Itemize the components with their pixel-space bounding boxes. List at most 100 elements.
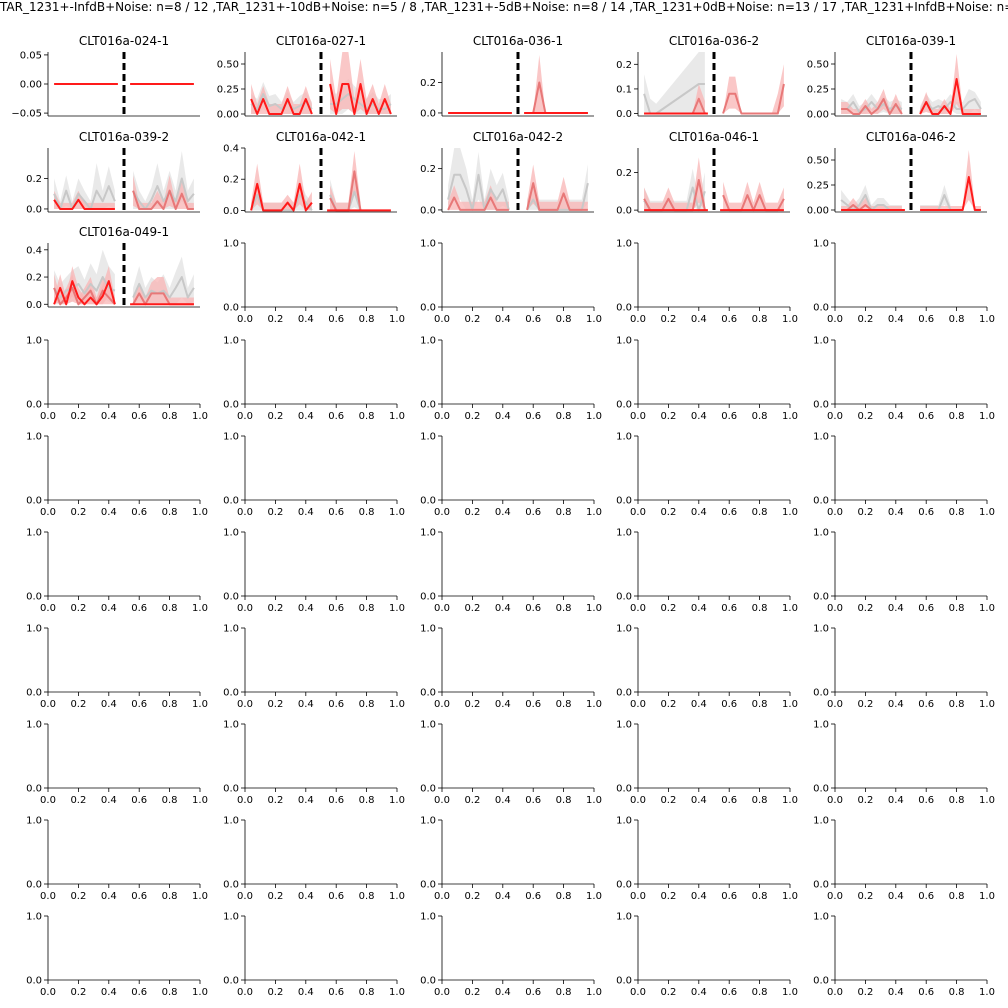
x-tick-label: 0.0 xyxy=(434,507,450,518)
x-tick-label: 0.8 xyxy=(359,891,375,902)
subplot-empty: 1.0 0.00.0 0.2 0.4 0.6 0.8 1.0 xyxy=(223,528,405,615)
x-tick-label: 0.4 xyxy=(298,411,314,422)
x-tick-label: 0.4 xyxy=(888,795,904,806)
x-tick-label: 0.2 xyxy=(857,507,873,518)
series-line xyxy=(250,93,313,110)
subplot-title: CLT016a-024-1 xyxy=(79,34,169,48)
y-tick-label: 1.0 xyxy=(813,528,829,539)
y-tick-label: 1.0 xyxy=(420,720,436,731)
x-tick-label: 0.6 xyxy=(328,507,344,518)
subplot-empty: 1.0 0.00.0 0.2 0.4 0.6 0.8 1.0 xyxy=(420,816,602,903)
y-tick-label: 1.0 xyxy=(813,624,829,635)
x-tick-label: 0.2 xyxy=(660,314,676,325)
x-tick-label: 0.6 xyxy=(328,891,344,902)
x-tick-label: 0.6 xyxy=(328,411,344,422)
x-tick-label: 0.8 xyxy=(752,891,768,902)
x-tick-label: 0.8 xyxy=(949,891,965,902)
x-tick-label: 0.4 xyxy=(495,795,511,806)
subplot-empty: 1.0 0.00.0 0.2 0.4 0.6 0.8 1.0 xyxy=(26,912,208,999)
y-tick-label: 0.0 xyxy=(616,109,632,120)
subplot-empty: 1.0 0.00.0 0.2 0.4 0.6 0.8 1.0 xyxy=(616,816,798,903)
x-tick-label: 0.6 xyxy=(918,891,934,902)
x-tick-label: 0.6 xyxy=(721,795,737,806)
x-tick-label: 0.6 xyxy=(328,795,344,806)
x-tick-label: 0.0 xyxy=(630,987,646,998)
x-tick-label: 1.0 xyxy=(389,603,405,614)
series-line xyxy=(250,98,313,115)
x-tick-label: 0.0 xyxy=(827,699,843,710)
subplot-CLT016a-046-2: 0.50 0.25 0.00 CLT016a-046-2 xyxy=(807,130,987,217)
x-tick-label: 0.6 xyxy=(525,603,541,614)
subplot-CLT016a-039-1: 0.50 0.25 0.00 CLT016a-039-1 xyxy=(807,34,987,121)
series-line xyxy=(132,177,195,210)
y-tick-label: 0.00 xyxy=(807,110,829,121)
series-line xyxy=(920,176,981,211)
y-tick-label: 0.0 xyxy=(813,880,829,891)
x-tick-label: 0.8 xyxy=(556,507,572,518)
error-band xyxy=(527,55,588,113)
x-tick-label: 1.0 xyxy=(979,507,995,518)
y-tick-label: 1.0 xyxy=(616,239,632,250)
x-tick-label: 0.4 xyxy=(691,314,707,325)
x-tick-label: 1.0 xyxy=(192,987,208,998)
x-tick-label: 0.0 xyxy=(630,411,646,422)
subplot-CLT016a-039-2: 0.2 0.0 CLT016a-039-2 xyxy=(26,130,200,215)
x-tick-label: 0.6 xyxy=(131,603,147,614)
subplot-title: CLT016a-042-2 xyxy=(473,130,563,144)
subplot-empty: 1.0 0.00.0 0.2 0.4 0.6 0.8 1.0 xyxy=(616,239,798,326)
x-tick-label: 0.6 xyxy=(525,891,541,902)
y-tick-label: 0.2 xyxy=(616,60,632,71)
x-tick-label: 0.8 xyxy=(752,314,768,325)
x-tick-label: 0.2 xyxy=(857,411,873,422)
x-tick-label: 0.6 xyxy=(525,987,541,998)
subplot-empty: 1.0 0.00.0 0.2 0.4 0.6 0.8 1.0 xyxy=(616,336,798,423)
y-tick-label: 0.0 xyxy=(223,400,239,411)
x-tick-label: 0.8 xyxy=(949,603,965,614)
y-tick-label: 0.0 xyxy=(813,303,829,314)
y-tick-label: 0.0 xyxy=(616,592,632,603)
subplot-empty: 1.0 0.00.0 0.2 0.4 0.6 0.8 1.0 xyxy=(420,720,602,807)
y-tick-label: 1.0 xyxy=(26,816,42,827)
x-tick-label: 0.6 xyxy=(721,314,737,325)
x-tick-label: 0.6 xyxy=(918,603,934,614)
x-tick-label: 1.0 xyxy=(782,603,798,614)
x-tick-label: 0.4 xyxy=(495,507,511,518)
x-tick-label: 0.8 xyxy=(162,507,178,518)
x-tick-label: 0.8 xyxy=(752,987,768,998)
subplot-title: CLT016a-039-1 xyxy=(866,34,956,48)
y-tick-label: 1.0 xyxy=(26,912,42,923)
error-band xyxy=(644,84,705,114)
subplot-title: CLT016a-036-1 xyxy=(473,34,563,48)
x-tick-label: 0.0 xyxy=(434,314,450,325)
subplot-empty: 1.0 0.00.0 0.2 0.4 0.6 0.8 1.0 xyxy=(616,528,798,615)
y-tick-label: 0.0 xyxy=(223,303,239,314)
x-tick-label: 0.6 xyxy=(131,891,147,902)
subplot-empty: 1.0 0.00.0 0.2 0.4 0.6 0.8 1.0 xyxy=(26,528,208,615)
x-tick-label: 0.8 xyxy=(359,699,375,710)
x-tick-label: 1.0 xyxy=(192,411,208,422)
x-tick-label: 0.6 xyxy=(721,507,737,518)
x-tick-label: 0.8 xyxy=(162,411,178,422)
series-line xyxy=(919,98,982,113)
x-tick-label: 0.0 xyxy=(630,795,646,806)
x-tick-label: 1.0 xyxy=(979,603,995,614)
y-tick-label: 1.0 xyxy=(813,912,829,923)
x-tick-label: 0.2 xyxy=(267,507,283,518)
y-tick-label: 0.0 xyxy=(223,976,239,987)
x-tick-label: 0.4 xyxy=(888,699,904,710)
x-tick-label: 0.6 xyxy=(131,795,147,806)
subplot-empty: 1.0 0.00.0 0.2 0.4 0.6 0.8 1.0 xyxy=(420,432,602,519)
x-tick-label: 0.4 xyxy=(101,891,117,902)
y-tick-label: 0.0 xyxy=(223,206,239,217)
x-tick-label: 0.8 xyxy=(556,987,572,998)
y-tick-label: 0.2 xyxy=(420,164,436,175)
x-tick-label: 0.2 xyxy=(857,891,873,902)
subplot-empty: 1.0 0.00.0 0.2 0.4 0.6 0.8 1.0 xyxy=(813,720,995,807)
y-tick-label: 0.0 xyxy=(26,784,42,795)
x-tick-label: 0.2 xyxy=(267,795,283,806)
series-line xyxy=(447,196,509,211)
x-tick-label: 0.4 xyxy=(691,987,707,998)
x-tick-label: 0.0 xyxy=(434,411,450,422)
x-tick-label: 1.0 xyxy=(586,795,602,806)
y-tick-label: 0.0 xyxy=(26,300,42,311)
